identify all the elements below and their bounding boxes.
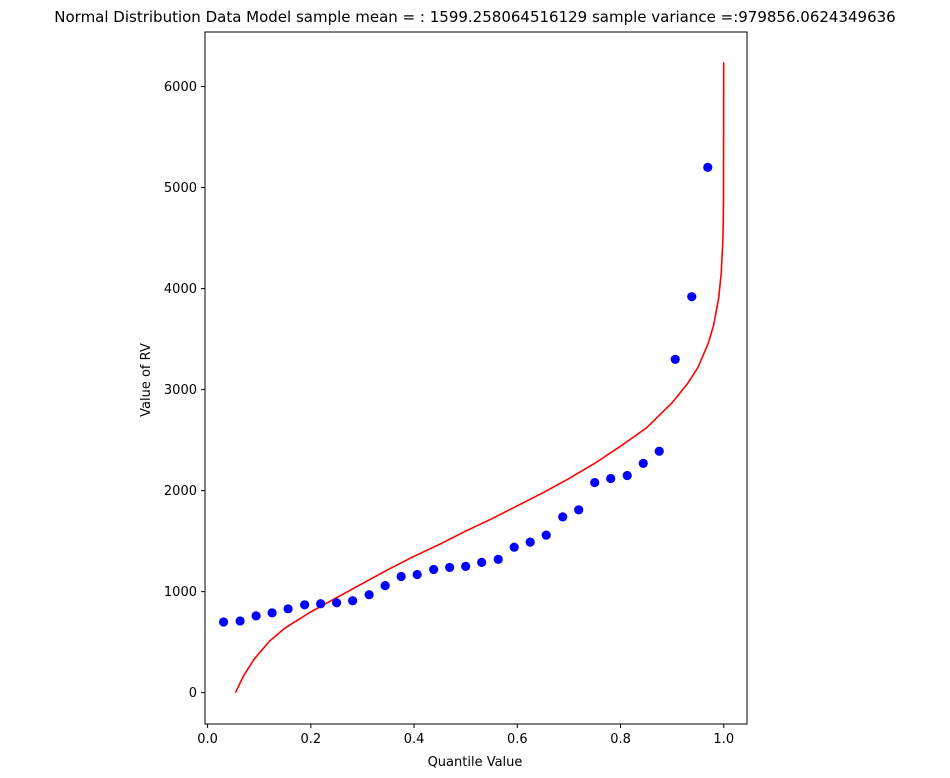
y-tick-label: 0 <box>189 686 197 701</box>
data-point <box>251 611 261 621</box>
x-axis-label: Quantile Value <box>428 755 523 770</box>
y-tick-label: 3000 <box>164 383 197 398</box>
y-axis-label: Value of RV <box>139 343 154 417</box>
data-point <box>380 581 390 591</box>
data-point <box>654 446 664 456</box>
data-point <box>541 530 551 540</box>
chart-title: Normal Distribution Data Model sample me… <box>54 8 895 26</box>
data-point <box>493 554 503 564</box>
data-point <box>235 616 245 626</box>
data-point <box>670 354 680 364</box>
y-tick-label: 1000 <box>164 585 197 600</box>
y-tick-label: 2000 <box>164 484 197 499</box>
data-point <box>703 162 713 172</box>
data-point <box>558 512 568 522</box>
data-point <box>396 571 406 582</box>
axes-frame <box>204 31 748 725</box>
x-tick-label: 0.0 <box>197 732 218 747</box>
x-tick-label: 1.0 <box>713 732 734 747</box>
data-point <box>687 292 697 302</box>
data-point <box>218 617 229 627</box>
data-point <box>606 473 616 484</box>
data-point <box>525 537 535 547</box>
x-tick-label: 0.4 <box>404 732 425 747</box>
data-point <box>622 470 632 481</box>
data-point <box>364 590 374 600</box>
data-point <box>300 600 310 610</box>
plot-area: 0.0 0.2 0.4 0.6 0.8 1.0 0 1000 2000 3000 4000 5000 6… <box>164 31 748 747</box>
data-point <box>574 505 584 515</box>
x-tick-label: 0.6 <box>507 732 528 747</box>
data-point <box>509 542 519 552</box>
x-tick-label: 0.2 <box>300 732 321 747</box>
normal-model-line <box>234 62 725 694</box>
data-point <box>283 604 293 614</box>
data-point <box>412 569 422 580</box>
data-point <box>461 561 471 572</box>
y-tick-label: 6000 <box>164 80 197 95</box>
y-tick-label: 5000 <box>164 181 197 196</box>
data-point <box>267 608 277 618</box>
data-point <box>445 562 455 573</box>
data-point <box>638 458 648 468</box>
data-point <box>590 477 600 488</box>
data-point <box>477 557 487 567</box>
data-point <box>332 598 342 608</box>
data-point <box>348 596 358 606</box>
y-tick-label: 4000 <box>164 282 197 297</box>
data-point <box>316 599 326 609</box>
x-tick-label: 0.8 <box>610 732 631 747</box>
data-point <box>429 564 439 575</box>
